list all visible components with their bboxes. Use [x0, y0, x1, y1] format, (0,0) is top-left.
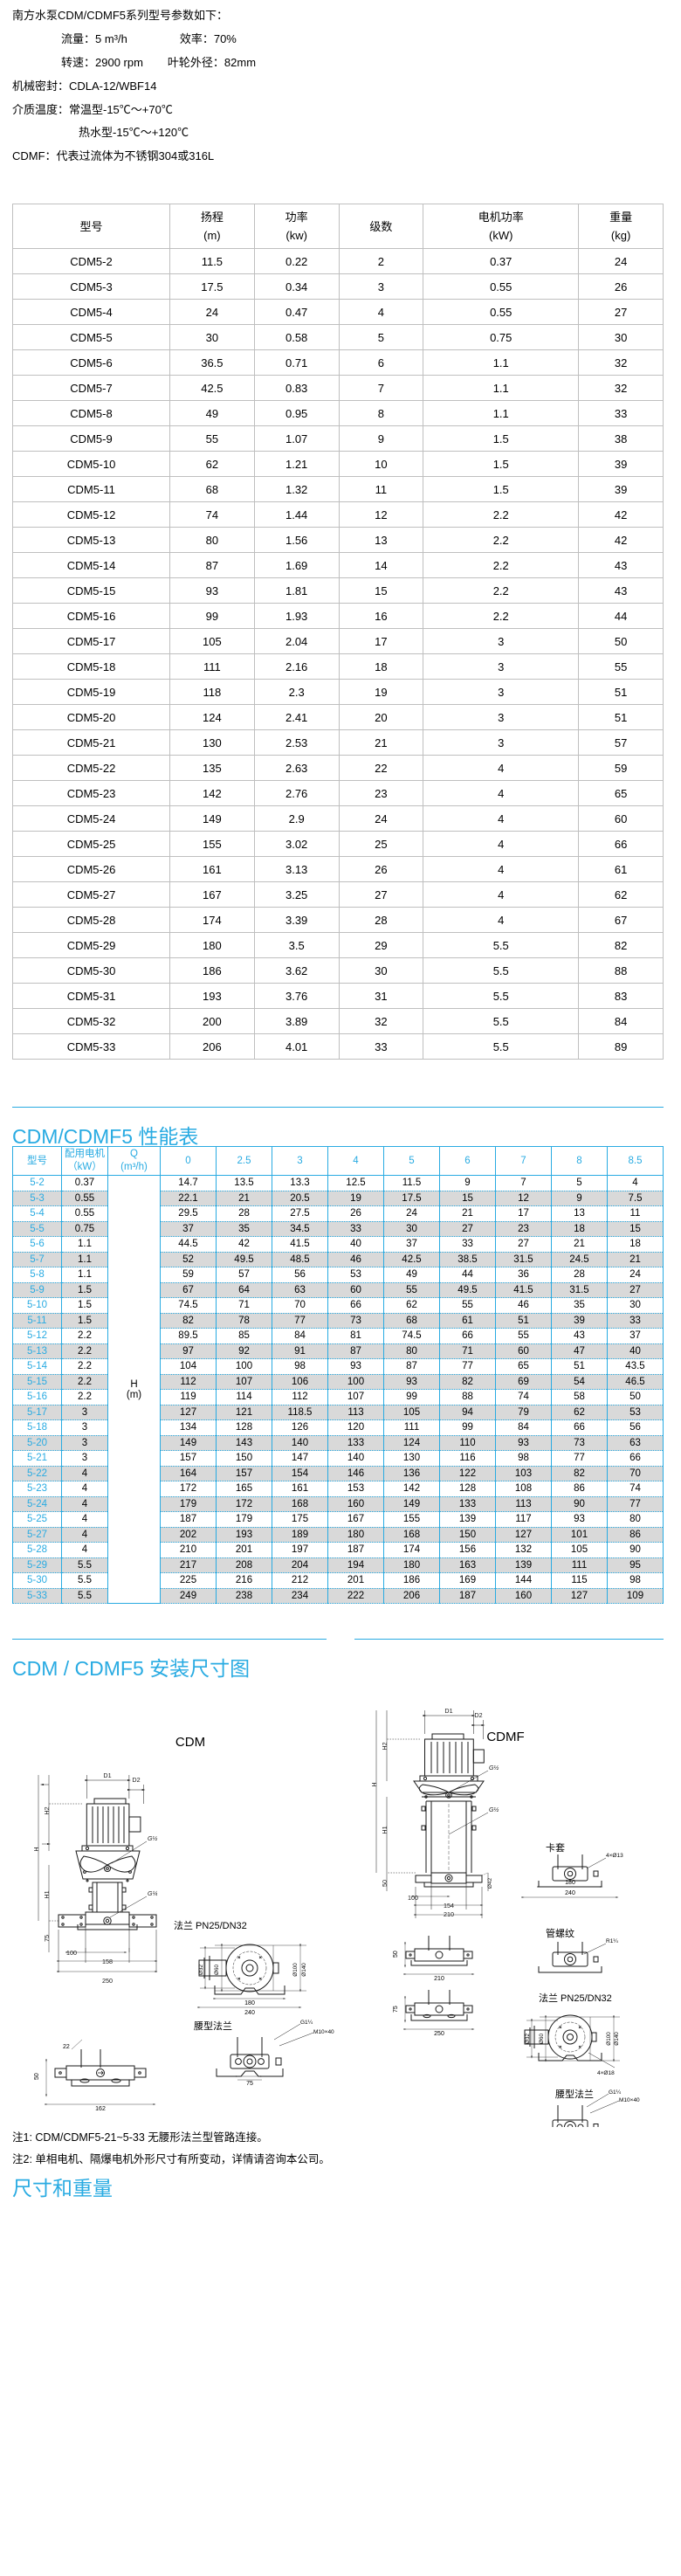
svg-text:162: 162 [95, 2106, 106, 2112]
svg-text:管螺纹: 管螺纹 [546, 1927, 574, 1939]
svg-text:卡套: 卡套 [546, 1842, 565, 1854]
svg-text:75: 75 [393, 2006, 399, 2013]
svg-text:50: 50 [393, 1951, 399, 1958]
svg-text:210: 210 [444, 1910, 454, 1918]
svg-text:Ø60: Ø60 [539, 2034, 545, 2044]
svg-text:D1: D1 [444, 1707, 452, 1715]
svg-text:Ø140: Ø140 [301, 1963, 307, 1977]
svg-text:CDMF: CDMF [486, 1730, 524, 1744]
svg-text:H2: H2 [381, 1743, 389, 1751]
svg-text:法兰 PN25/DN32: 法兰 PN25/DN32 [539, 1992, 612, 2004]
svg-text:G1¼: G1¼ [300, 2020, 313, 2026]
svg-text:CDM: CDM [175, 1735, 205, 1750]
svg-text:D2: D2 [132, 1776, 140, 1784]
svg-text:250: 250 [434, 2031, 444, 2037]
svg-text:210: 210 [434, 1976, 444, 1982]
svg-text:法兰 PN25/DN32: 法兰 PN25/DN32 [174, 1919, 247, 1931]
svg-text:22: 22 [63, 2044, 70, 2050]
svg-text:75: 75 [246, 2081, 253, 2087]
svg-text:250: 250 [102, 1977, 113, 1985]
svg-text:H1: H1 [43, 1891, 51, 1899]
svg-text:100: 100 [408, 1894, 418, 1902]
svg-text:158: 158 [102, 1958, 113, 1965]
svg-text:180: 180 [244, 2000, 255, 2006]
svg-text:Ø140: Ø140 [614, 2032, 620, 2046]
svg-text:Ø42: Ø42 [487, 1878, 493, 1889]
svg-text:50: 50 [34, 2073, 40, 2080]
svg-text:Ø60: Ø60 [214, 1965, 220, 1975]
svg-text:G¼: G¼ [148, 1891, 157, 1897]
svg-text:G½: G½ [489, 1765, 499, 1771]
svg-text:100: 100 [66, 1949, 77, 1957]
svg-text:H: H [370, 1783, 378, 1787]
svg-text:240: 240 [244, 2010, 255, 2016]
svg-text:H: H [32, 1847, 40, 1852]
svg-text:180: 180 [565, 1880, 575, 1886]
svg-text:G½: G½ [489, 1806, 499, 1813]
svg-text:154: 154 [444, 1902, 454, 1910]
svg-text:75: 75 [43, 1935, 51, 1942]
svg-text:240: 240 [565, 1890, 575, 1896]
svg-text:Ø32: Ø32 [198, 1965, 204, 1975]
svg-text:Ø32: Ø32 [525, 2034, 531, 2044]
svg-text:G½: G½ [148, 1835, 157, 1842]
svg-text:M10×40: M10×40 [619, 2097, 640, 2103]
svg-text:50: 50 [381, 1880, 389, 1887]
svg-text:Ø100: Ø100 [292, 1963, 299, 1977]
svg-text:M10×40: M10×40 [313, 2029, 334, 2035]
svg-text:H2: H2 [43, 1807, 51, 1815]
svg-text:R1¼: R1¼ [606, 1938, 618, 1944]
svg-text:腰型法兰: 腰型法兰 [555, 2088, 594, 2100]
svg-text:腰型法兰: 腰型法兰 [194, 2020, 232, 2032]
svg-text:Ø100: Ø100 [606, 2032, 612, 2046]
svg-text:H1: H1 [381, 1827, 389, 1834]
svg-text:4×Ø13: 4×Ø13 [606, 1853, 623, 1859]
svg-text:D1: D1 [103, 1771, 111, 1779]
svg-text:G1¼: G1¼ [609, 2089, 622, 2096]
svg-text:4×Ø18: 4×Ø18 [597, 2070, 615, 2076]
svg-text:D2: D2 [474, 1711, 482, 1719]
